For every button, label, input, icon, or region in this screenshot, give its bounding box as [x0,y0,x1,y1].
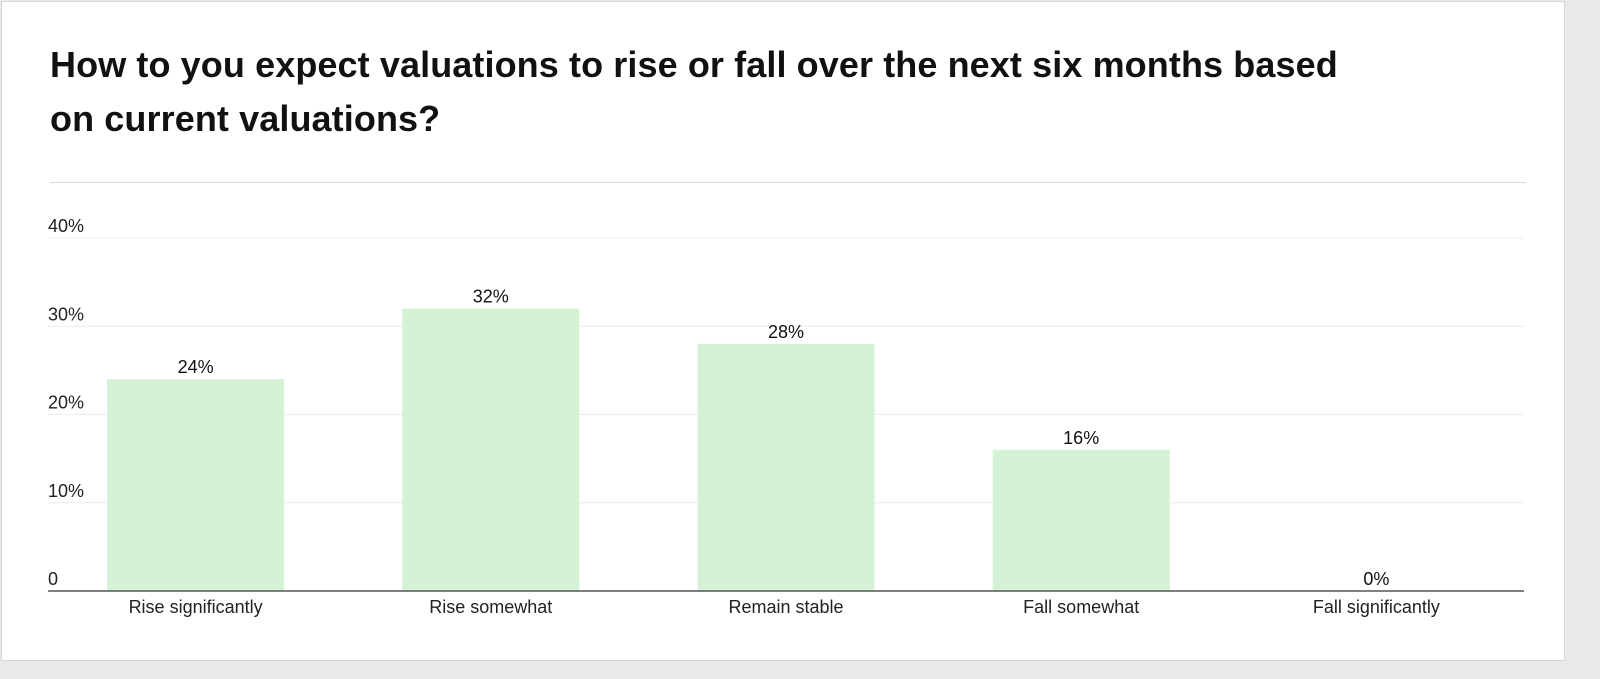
y-axis-ticks: 0 10% 20% 30% 40% [48,216,84,589]
y-tick-label: 10% [48,481,84,501]
data-label: 28% [768,322,804,342]
category-label: Rise significantly [129,597,263,617]
category-label: Remain stable [728,597,843,617]
category-labels: Rise significantly Rise somewhat Remain st… [129,597,1440,617]
bar [402,308,580,591]
y-tick-label: 40% [48,216,84,236]
data-label: 0% [1363,569,1389,589]
y-tick-label: 0 [48,569,58,589]
data-label: 16% [1063,428,1099,448]
bars [107,308,1170,591]
category-label: Fall somewhat [1023,597,1139,617]
chart-title: How to you expect valuations to rise or … [50,44,1338,139]
bar [697,343,875,591]
y-tick-label: 30% [48,304,84,324]
bar [992,449,1170,591]
bar [107,379,285,591]
data-labels: 24% 32% 28% 16% 0% [178,287,1390,589]
y-tick-label: 20% [48,393,84,413]
category-label: Rise somewhat [429,597,552,617]
data-label: 32% [473,287,509,307]
category-label: Fall significantly [1313,597,1440,617]
title-divider [50,182,1526,183]
data-label: 24% [178,357,214,377]
